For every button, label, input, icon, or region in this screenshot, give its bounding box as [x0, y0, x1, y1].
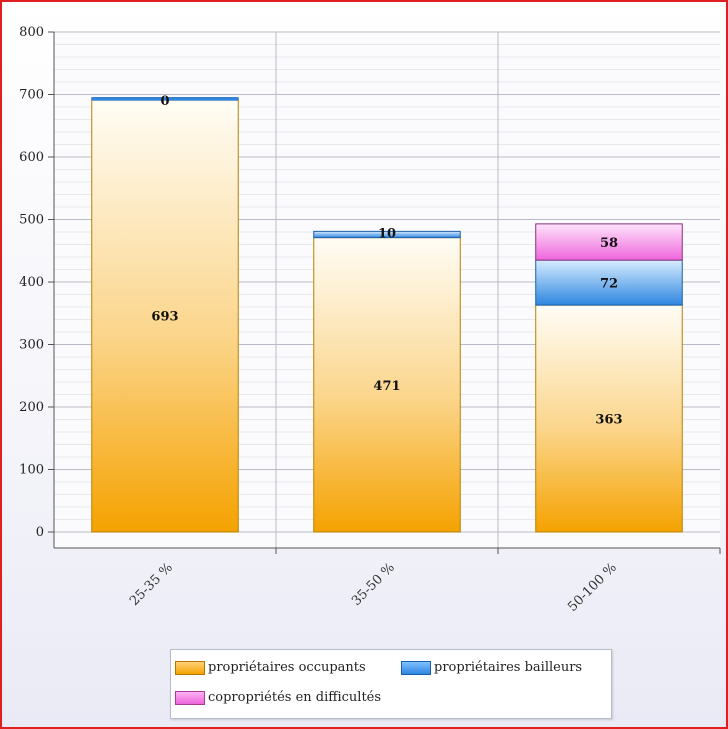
- x-tick-label: 35-50 %: [349, 560, 398, 609]
- data-label: 0: [160, 94, 169, 109]
- y-tick-label: 500: [19, 213, 44, 228]
- y-tick-label: 400: [19, 275, 44, 290]
- y-tick-label: 800: [19, 25, 44, 40]
- bar-segment: [313, 230, 461, 239]
- legend-swatch-coproprietes: [175, 690, 205, 705]
- bars: [91, 97, 683, 533]
- legend-swatch-bailleurs: [401, 660, 431, 675]
- legend: propriétaires occupants propriétaires ba…: [170, 649, 612, 719]
- data-label: 693: [151, 309, 178, 324]
- y-tick-label: 100: [19, 463, 44, 478]
- legend-item-coproprietes: copropriétés en difficultés: [175, 690, 381, 705]
- legend-label-bailleurs: propriétaires bailleurs: [434, 660, 583, 675]
- bar-segment: [313, 237, 461, 533]
- y-tick-label: 300: [19, 338, 44, 353]
- y-tick-label: 600: [19, 150, 44, 165]
- x-tick-label: 50-100 %: [565, 560, 620, 615]
- data-label: 72: [600, 277, 618, 292]
- legend-label-coproprietes: copropriétés en difficultés: [208, 690, 382, 705]
- data-label: 471: [373, 379, 400, 394]
- legend-item-bailleurs: propriétaires bailleurs: [401, 660, 582, 675]
- y-tick-label: 700: [19, 88, 44, 103]
- legend-item-occupants: propriétaires occupants: [175, 660, 366, 675]
- bar-segment: [535, 304, 683, 533]
- y-tick-label: 200: [19, 400, 44, 415]
- data-label: 363: [595, 413, 622, 428]
- bar-segment: [91, 97, 239, 101]
- x-tick-label: 25-35 %: [127, 560, 176, 609]
- bar-segment: [535, 223, 683, 261]
- bar-segment: [91, 98, 239, 533]
- data-label: 58: [600, 236, 618, 251]
- y-tick-label: 0: [36, 525, 44, 540]
- legend-label-occupants: propriétaires occupants: [208, 660, 366, 675]
- data-label: 10: [378, 226, 396, 241]
- data-labels: 693 0 471 10 363 72 58: [151, 94, 622, 428]
- legend-swatch-occupants: [175, 660, 205, 675]
- bar-segment: [535, 259, 683, 306]
